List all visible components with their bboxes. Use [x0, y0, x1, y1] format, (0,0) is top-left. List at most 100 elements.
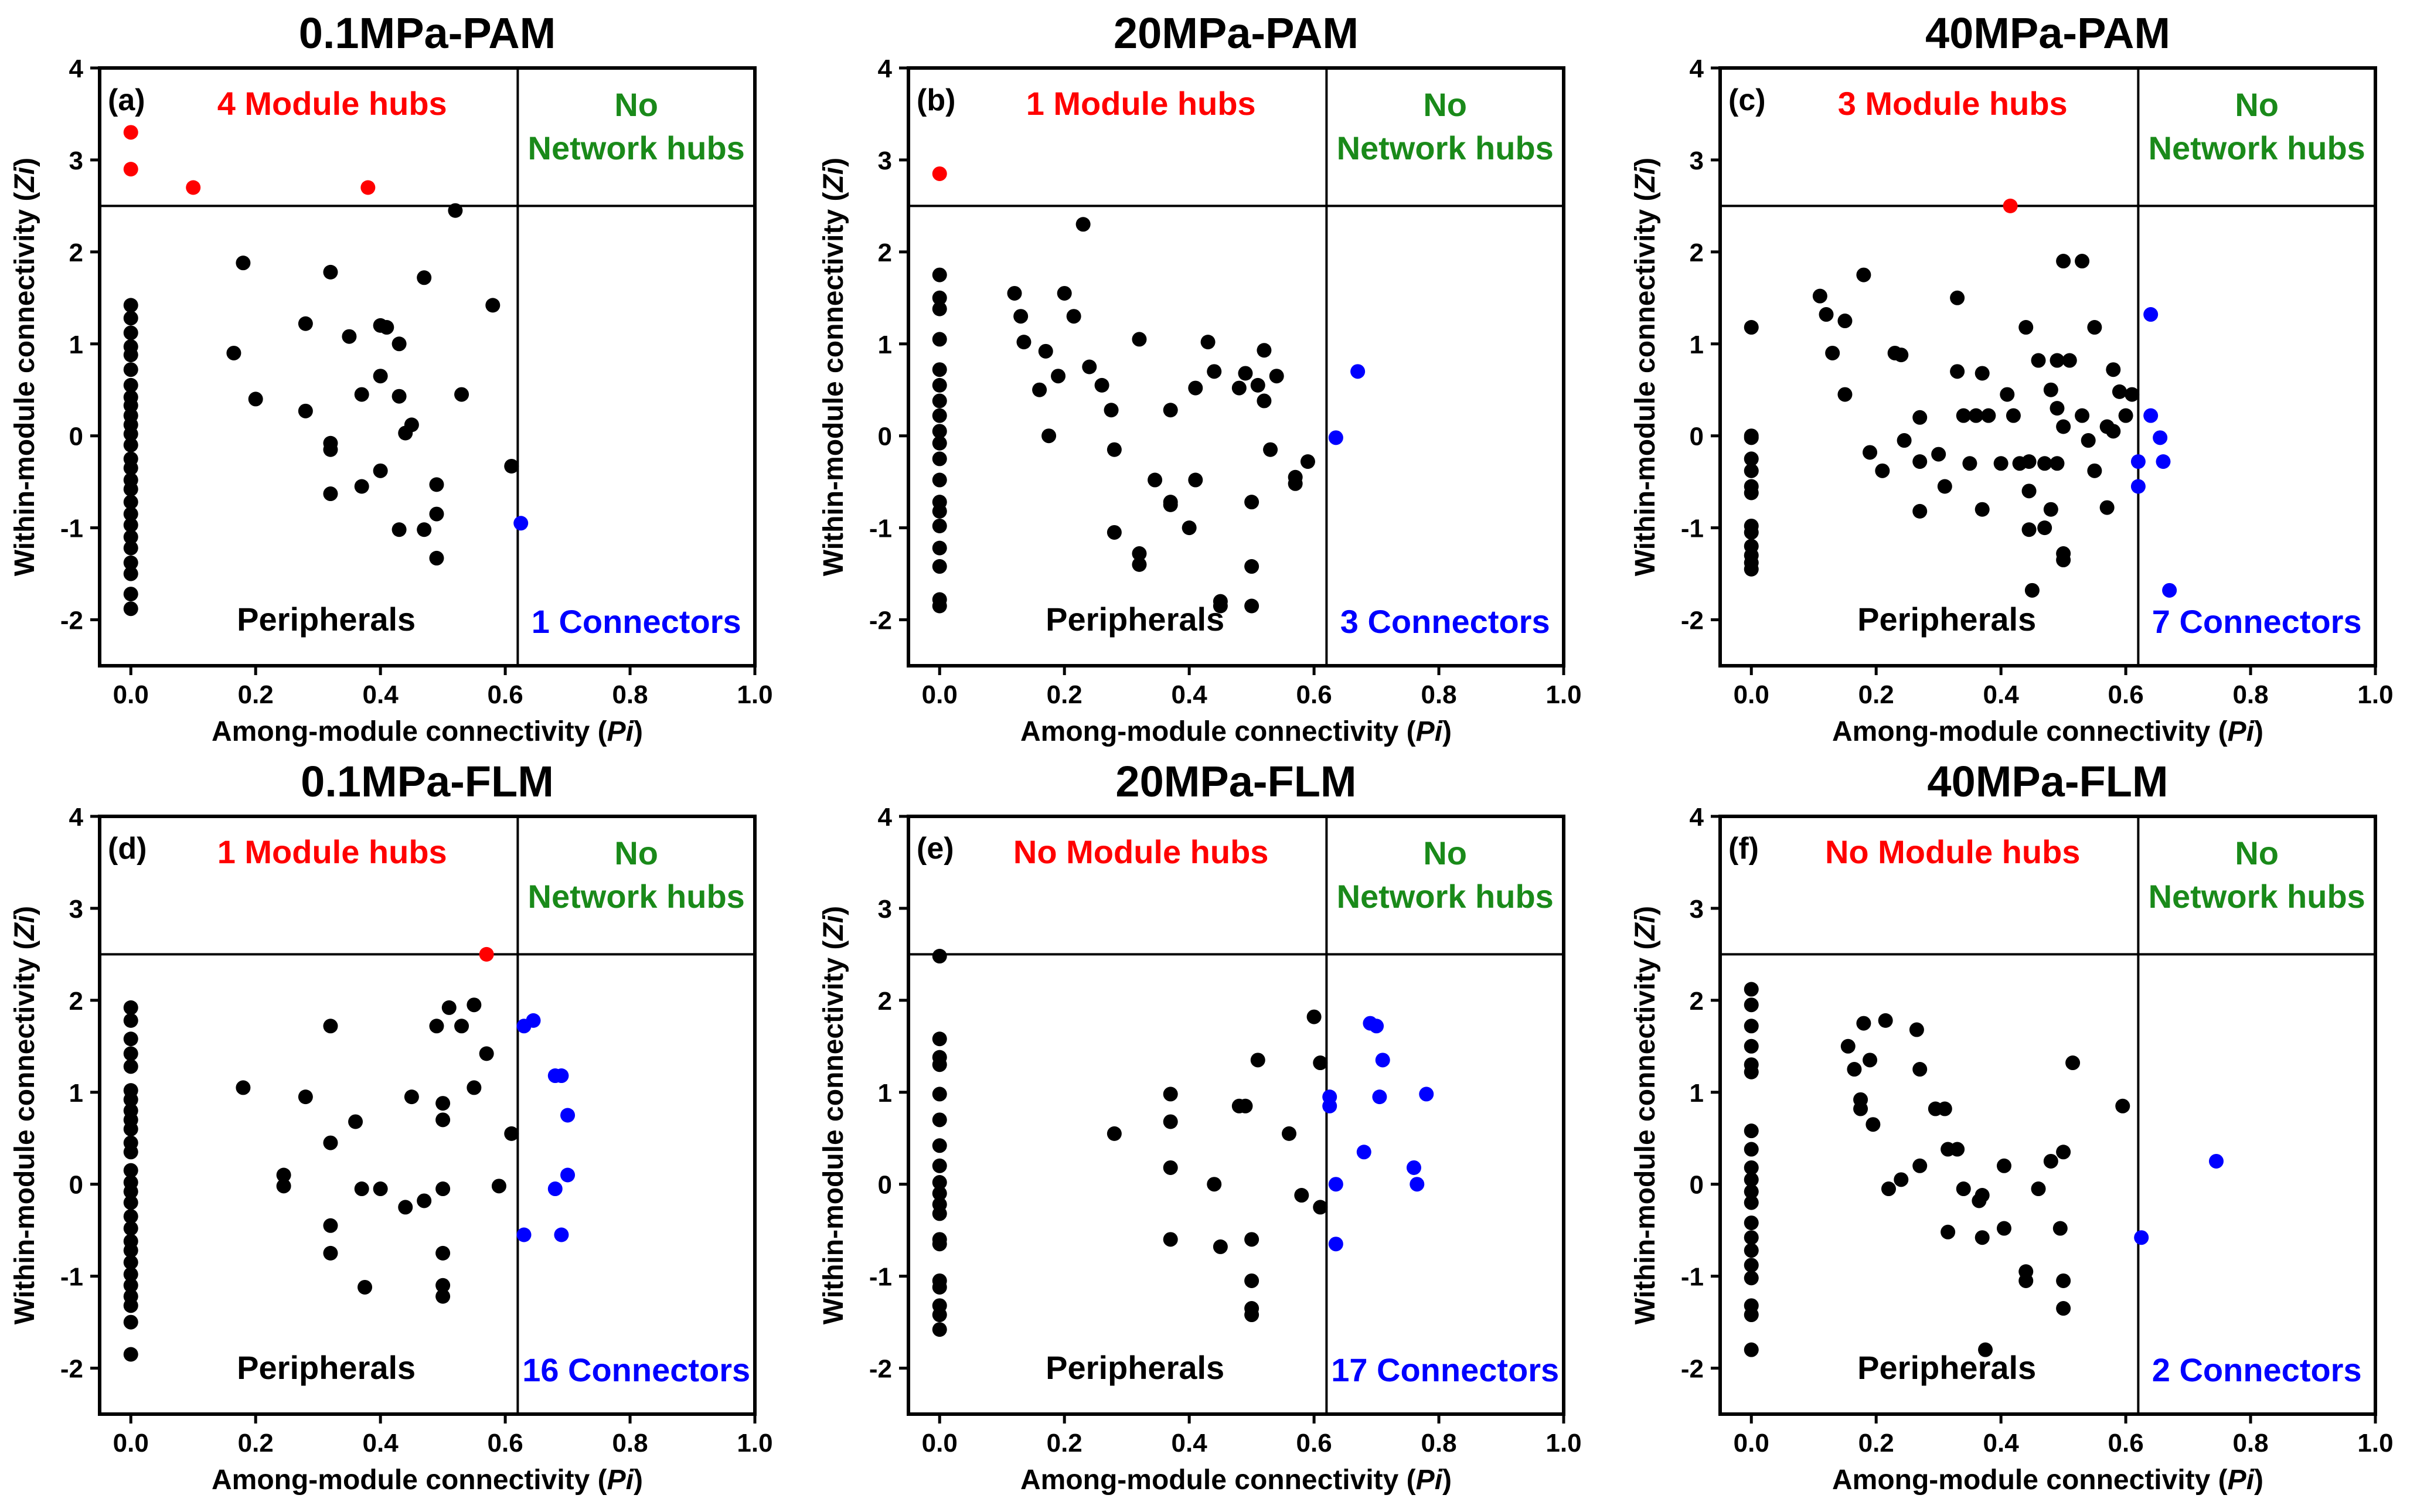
peripherals-point — [1032, 382, 1047, 397]
peripherals-point — [2056, 553, 2071, 568]
x-tick-label: 0.4 — [363, 1429, 399, 1457]
connectors-point — [2162, 583, 2177, 598]
peripherals-point — [2000, 387, 2015, 402]
peripherals-point — [1950, 364, 1965, 379]
peripherals-point — [123, 325, 138, 340]
peripherals-point — [1744, 1243, 1759, 1258]
peripherals-point — [1894, 1172, 1909, 1187]
peripherals-point — [1744, 1342, 1759, 1357]
y-tick-label: -2 — [1681, 1355, 1704, 1384]
connectors-point — [2143, 307, 2159, 322]
peripherals-point — [1148, 472, 1163, 488]
peripherals-point — [323, 1135, 338, 1150]
peripherals-point — [1856, 267, 1871, 282]
peripherals-point — [1163, 1114, 1178, 1129]
peripherals-point — [1837, 387, 1853, 402]
peripherals-point — [1744, 561, 1759, 577]
connectors-point — [1410, 1177, 1425, 1192]
peripherals-point — [2052, 1221, 2068, 1236]
peripherals-point — [2056, 1301, 2071, 1316]
peripherals-point — [1863, 1053, 1878, 1068]
peripherals-point — [435, 1112, 451, 1128]
peripherals-point — [932, 1186, 947, 1201]
peripherals-point — [1996, 1221, 2011, 1236]
peripherals-point — [1744, 320, 1759, 335]
peripherals-point — [435, 1181, 451, 1197]
network-hubs-label-line1: No — [614, 86, 658, 123]
peripherals-point — [1244, 495, 1259, 510]
x-tick-label: 0.8 — [612, 680, 648, 709]
peripherals-point — [123, 1298, 138, 1313]
peripherals-point — [1912, 1062, 1928, 1077]
peripherals-point — [932, 1206, 947, 1221]
peripherals-point — [392, 389, 407, 404]
peripherals-label: Peripherals — [1857, 1349, 2036, 1386]
x-tick-label: 0.8 — [2232, 1429, 2268, 1457]
peripherals-point — [1013, 309, 1029, 324]
peripherals-point — [123, 427, 138, 442]
peripherals-point — [323, 1019, 338, 1034]
peripherals-point — [392, 336, 407, 352]
connectors-label: 3 Connectors — [1340, 603, 1550, 640]
peripherals-point — [1744, 1195, 1759, 1210]
y-tick-label: 2 — [878, 987, 892, 1016]
module-hubs-point — [2003, 198, 2018, 213]
peripherals-point — [2106, 424, 2121, 439]
peripherals-point — [123, 1278, 138, 1293]
connectors-label: 17 Connectors — [1331, 1351, 1559, 1388]
peripherals-point — [2115, 1098, 2130, 1113]
y-tick-label: 3 — [69, 895, 83, 924]
peripherals-point — [1257, 393, 1272, 408]
peripherals-point — [1313, 1200, 1328, 1215]
connectors-point — [1419, 1087, 1434, 1102]
peripherals-point — [1263, 442, 1278, 457]
panel-letter: (c) — [1728, 83, 1766, 117]
peripherals-point — [2021, 483, 2037, 499]
peripherals-point — [1912, 1158, 1928, 1173]
peripherals-point — [1238, 1098, 1253, 1113]
peripherals-point — [1875, 463, 1890, 478]
peripherals-point — [2075, 408, 2090, 423]
x-tick-label: 0.8 — [1421, 680, 1456, 709]
peripherals-point — [1744, 1271, 1759, 1286]
peripherals-point — [379, 320, 394, 335]
peripherals-point — [1313, 1055, 1328, 1071]
y-tick-label: 1 — [878, 1079, 892, 1108]
peripherals-point — [467, 997, 482, 1013]
y-tick-label: 1 — [69, 331, 83, 359]
connectors-point — [1375, 1053, 1390, 1068]
peripherals-point — [1288, 476, 1303, 491]
peripherals-point — [2056, 254, 2071, 269]
connectors-point — [2208, 1153, 2224, 1169]
y-tick-label: 4 — [1690, 803, 1704, 832]
y-tick-label: -2 — [869, 1355, 892, 1384]
network-hubs-label-line2: Network hubs — [1337, 878, 1554, 915]
panel-title: 0.1MPa-PAM — [299, 9, 556, 57]
peripherals-point — [1744, 1307, 1759, 1323]
peripherals-point — [1744, 1019, 1759, 1034]
y-tick-label: 0 — [878, 423, 892, 451]
peripherals-point — [1107, 442, 1122, 457]
peripherals-point — [429, 550, 444, 566]
network-hubs-label-line1: No — [1423, 835, 1467, 871]
peripherals-point — [354, 387, 369, 402]
peripherals-point — [123, 482, 138, 497]
peripherals-point — [2056, 1273, 2071, 1288]
x-tick-label: 0.2 — [238, 1429, 274, 1457]
peripherals-point — [358, 1279, 373, 1295]
peripherals-point — [1104, 403, 1119, 418]
y-tick-label: 0 — [69, 423, 83, 451]
network-hubs-label-line1: No — [614, 835, 658, 871]
peripherals-point — [1188, 380, 1203, 396]
peripherals-point — [236, 1080, 251, 1095]
peripherals-point — [1819, 307, 1834, 322]
y-tick-label: -1 — [869, 1263, 892, 1292]
peripherals-point — [1837, 314, 1853, 329]
peripherals-point — [1744, 1172, 1759, 1187]
peripherals-point — [123, 398, 138, 413]
peripherals-point — [932, 332, 947, 347]
peripherals-point — [123, 517, 138, 533]
module-hubs-point — [360, 180, 376, 195]
peripherals-point — [1051, 369, 1066, 384]
y-tick-label: -2 — [869, 607, 892, 635]
